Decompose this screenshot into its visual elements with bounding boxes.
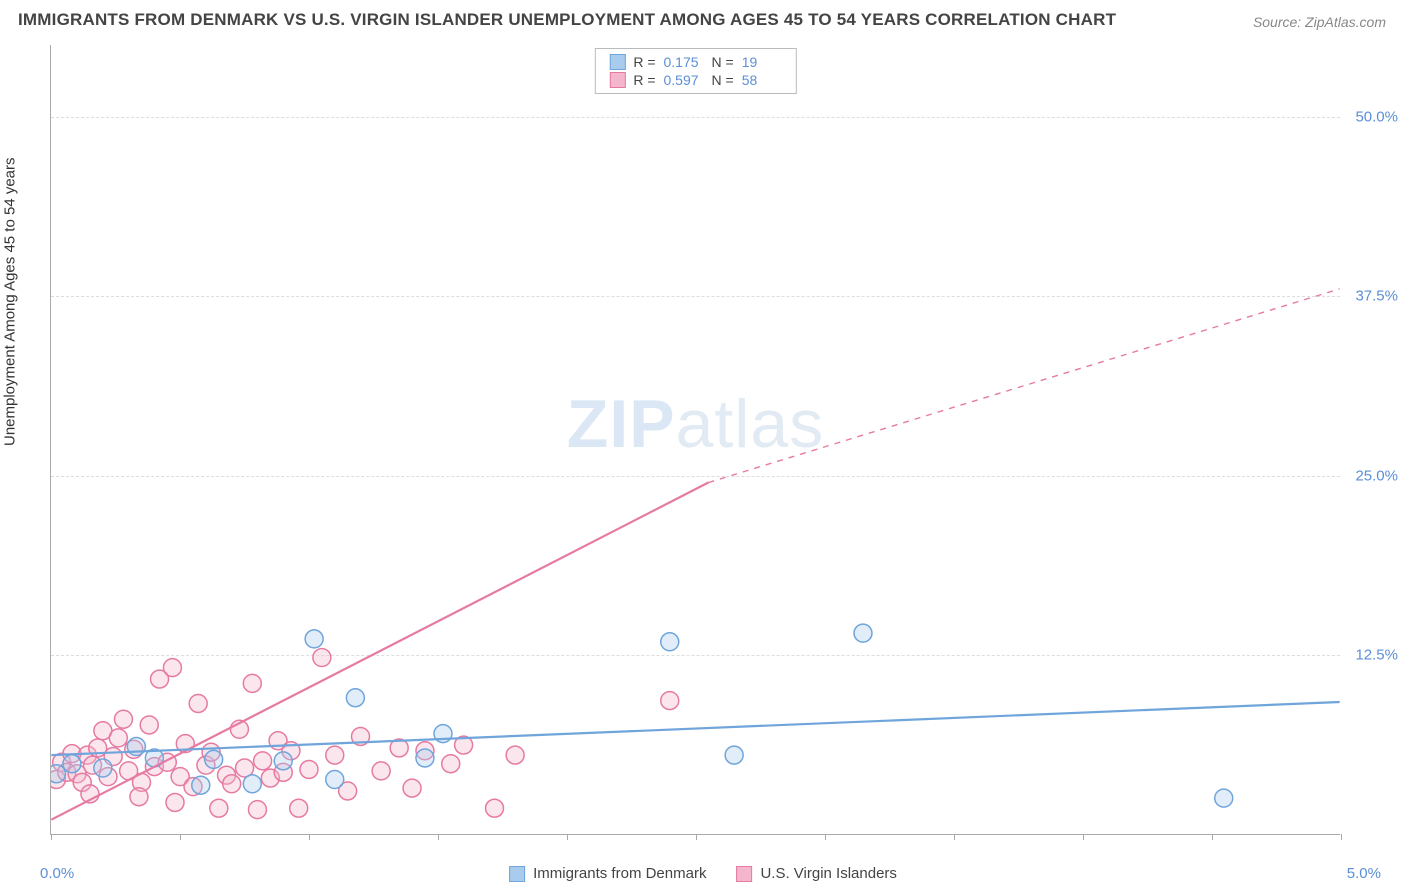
data-point [854,624,872,642]
x-tick [51,834,52,840]
x-tick [309,834,310,840]
data-point [725,746,743,764]
data-point [372,762,390,780]
data-point [403,779,421,797]
swatch-denmark-icon [609,54,625,70]
r-label: R = [633,54,655,70]
data-point [243,775,261,793]
data-point [326,770,344,788]
data-point [300,760,318,778]
data-point [210,799,228,817]
data-point [1215,789,1233,807]
r-value-denmark: 0.175 [664,54,704,70]
legend-label-denmark: Immigrants from Denmark [533,865,706,882]
chart-title: IMMIGRANTS FROM DENMARK VS U.S. VIRGIN I… [18,10,1116,30]
data-point [346,689,364,707]
data-point [248,801,266,819]
data-point [313,649,331,667]
data-point [94,759,112,777]
data-point [140,716,158,734]
r-value-usvi: 0.597 [664,72,704,88]
data-point [661,692,679,710]
x-tick [438,834,439,840]
y-axis-title: Unemployment Among Ages 45 to 54 years [2,157,19,446]
data-point [506,746,524,764]
data-point [661,633,679,651]
data-point [109,729,127,747]
data-point [486,799,504,817]
legend-item-usvi: U.S. Virgin Islanders [736,865,896,882]
swatch-usvi-icon [609,72,625,88]
chart-svg [51,45,1340,834]
n-value-denmark: 19 [742,54,782,70]
n-label: N = [712,54,734,70]
x-tick [825,834,826,840]
data-point [442,755,460,773]
swatch-denmark-icon [509,866,525,882]
data-point [254,752,272,770]
plot-area: ZIPatlas R = 0.175 N = 19 R = 0.597 N = … [50,45,1340,835]
data-point [223,775,241,793]
data-point [114,710,132,728]
data-point [166,793,184,811]
legend-series: Immigrants from Denmark U.S. Virgin Isla… [509,865,897,882]
data-point [205,750,223,768]
legend-stats-row-usvi: R = 0.597 N = 58 [609,71,781,89]
x-tick [954,834,955,840]
data-point [192,776,210,794]
legend-item-denmark: Immigrants from Denmark [509,865,706,882]
swatch-usvi-icon [736,866,752,882]
source-attribution: Source: ZipAtlas.com [1253,14,1386,30]
x-tick [1341,834,1342,840]
data-point [326,746,344,764]
x-axis-min-label: 0.0% [40,865,74,882]
x-tick [1212,834,1213,840]
data-point [189,694,207,712]
legend-stats-box: R = 0.175 N = 19 R = 0.597 N = 58 [594,48,796,94]
data-point [416,749,434,767]
x-tick [180,834,181,840]
data-point [63,755,81,773]
y-tick-label: 12.5% [1343,647,1398,664]
x-tick [567,834,568,840]
y-tick-label: 37.5% [1343,288,1398,305]
x-axis-max-label: 5.0% [1347,865,1381,882]
data-point [305,630,323,648]
data-point [274,752,292,770]
y-tick-label: 25.0% [1343,467,1398,484]
legend-stats-row-denmark: R = 0.175 N = 19 [609,53,781,71]
n-label: N = [712,72,734,88]
r-label: R = [633,72,655,88]
data-point [290,799,308,817]
x-tick [696,834,697,840]
x-tick [1083,834,1084,840]
data-point [130,788,148,806]
legend-label-usvi: U.S. Virgin Islanders [760,865,896,882]
n-value-usvi: 58 [742,72,782,88]
y-tick-label: 50.0% [1343,108,1398,125]
data-point [243,674,261,692]
trend-line [708,289,1339,483]
data-point [163,659,181,677]
